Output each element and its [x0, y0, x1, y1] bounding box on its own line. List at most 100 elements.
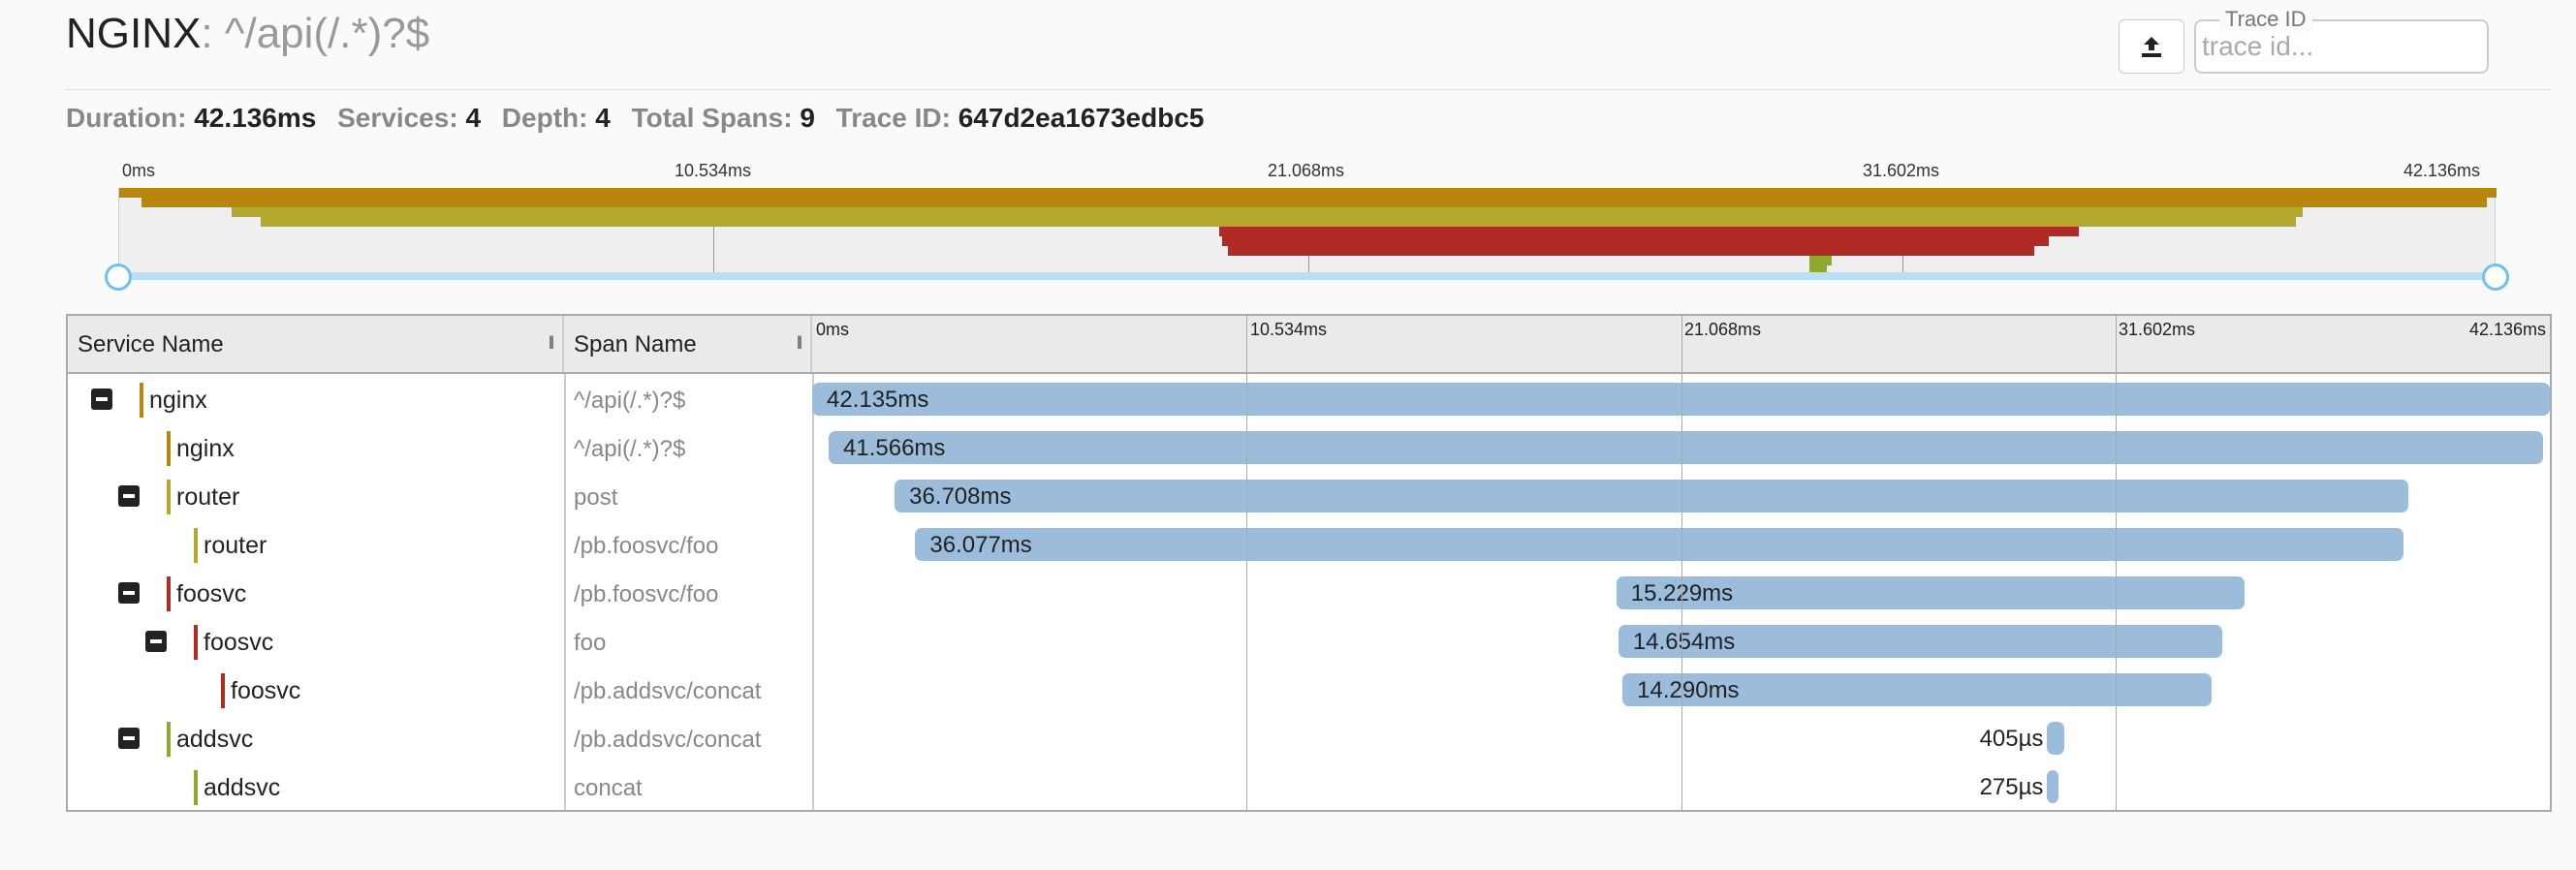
- span-name: post: [574, 484, 618, 511]
- minimap-tick: 0ms: [122, 161, 156, 180]
- upload-icon: [2142, 37, 2161, 57]
- minimap-span-bar: [260, 217, 2296, 227]
- span-name: ^/api(/.*)?$: [574, 436, 686, 462]
- span-duration-bar[interactable]: 36.077ms: [915, 528, 2403, 561]
- span-duration-bar[interactable]: 41.566ms: [829, 431, 2543, 464]
- span-row[interactable]: router/pb.foosvc/foo 36.077ms: [68, 521, 2550, 570]
- collapse-toggle-icon[interactable]: [118, 728, 140, 749]
- span-duration-bar[interactable]: 36.708ms: [895, 480, 2409, 513]
- timeline-gridline: [2115, 316, 2117, 810]
- minimap-tick: 42.136ms: [2403, 161, 2481, 180]
- minimap-ticks: 0ms 10.534ms 21.068ms 31.602ms 42.136ms: [0, 161, 2576, 184]
- minimap-span-bar: [119, 188, 2497, 198]
- service-color-marker: [167, 431, 171, 466]
- span-duration-bar[interactable]: 14.654ms: [1618, 625, 2223, 658]
- span-row[interactable]: foosvc foo 14.654ms: [68, 618, 2550, 667]
- table-header: Service Name ll Span Name ll 0ms 10.534m…: [68, 316, 2550, 374]
- services-label: Services:: [337, 103, 458, 133]
- timeline-gridline: [1246, 316, 1248, 810]
- span-row[interactable]: router post 36.708ms: [68, 473, 2550, 521]
- duration-label: Duration:: [66, 103, 187, 133]
- timeline-tick: 42.136ms: [2468, 320, 2546, 339]
- range-track[interactable]: [118, 272, 2496, 280]
- resize-handle-icon[interactable]: ll: [549, 333, 554, 353]
- timeline-tick: 21.068ms: [1684, 320, 1762, 339]
- depth-label: Depth:: [501, 103, 588, 133]
- span-duration-bar[interactable]: 275µs: [1980, 770, 2059, 803]
- title-separator: :: [201, 10, 213, 57]
- trace-id-value: 647d2ea1673edbc5: [958, 103, 1205, 133]
- service-name: router: [176, 483, 240, 511]
- column-service-name[interactable]: Service Name ll: [68, 316, 564, 372]
- service-name: addsvc: [204, 774, 281, 801]
- span-row[interactable]: addsvc concat 275µs: [68, 763, 2550, 812]
- span-table: Service Name ll Span Name ll 0ms 10.534m…: [66, 314, 2552, 812]
- service-color-marker: [167, 480, 171, 514]
- service-name: nginx: [149, 387, 207, 414]
- service-color-marker: [194, 625, 198, 660]
- minimap-gridline: [713, 188, 715, 275]
- total-spans-label: Total Spans:: [631, 103, 793, 133]
- column-span-name[interactable]: Span Name ll: [564, 316, 812, 372]
- span-duration-bar[interactable]: 14.290ms: [1622, 673, 2213, 706]
- resize-handle-icon[interactable]: ll: [797, 333, 802, 353]
- minimap-span-bar: [1808, 256, 1833, 265]
- span-duration-bar[interactable]: 405µs: [1980, 722, 2064, 755]
- service-name: router: [204, 532, 267, 559]
- range-handle-right[interactable]: [2482, 264, 2509, 291]
- trace-id-label: Trace ID: [2219, 7, 2312, 32]
- minimap[interactable]: [118, 188, 2497, 275]
- column-divider: [812, 374, 814, 810]
- service-color-marker: [140, 383, 143, 418]
- collapse-toggle-icon[interactable]: [118, 485, 140, 507]
- column-service-label: Service Name: [78, 331, 224, 357]
- span-row[interactable]: addsvc/pb.addsvc/concat 405µs: [68, 715, 2550, 763]
- timeline-tick: 31.602ms: [2119, 320, 2196, 339]
- service-color-marker: [194, 528, 198, 563]
- depth-value: 4: [595, 103, 611, 133]
- column-divider: [564, 374, 566, 810]
- minimap-span-bar: [232, 207, 2304, 217]
- span-row[interactable]: nginx ^/api(/.*)?$ 42.135ms: [68, 376, 2550, 424]
- span-duration-label: 36.077ms: [929, 532, 1032, 558]
- minimap-span-bar: [141, 198, 2488, 207]
- trace-summary: Duration: 42.136ms Services: 4 Depth: 4 …: [66, 103, 1217, 134]
- minimap-tick: 10.534ms: [675, 161, 752, 180]
- upload-button[interactable]: [2119, 19, 2184, 74]
- span-duration-label: 42.135ms: [827, 387, 929, 413]
- service-name: addsvc: [176, 726, 254, 753]
- trace-id-summary-label: Trace ID:: [835, 103, 951, 133]
- title-span: ^/api(/.*)?$: [224, 10, 430, 57]
- trace-id-input[interactable]: [2200, 29, 2481, 64]
- minimap-tick: 21.068ms: [1268, 161, 1345, 180]
- span-name: /pb.foosvc/foo: [574, 581, 719, 607]
- span-duration-label: 41.566ms: [843, 435, 946, 461]
- span-duration-label: 14.654ms: [1632, 629, 1736, 655]
- span-duration-bar[interactable]: 15.229ms: [1616, 576, 2245, 609]
- page-title: NGINX: ^/api(/.*)?$: [66, 10, 429, 58]
- services-value: 4: [465, 103, 482, 133]
- header-divider: [66, 89, 2552, 90]
- duration-value: 42.136ms: [194, 103, 317, 133]
- total-spans-value: 9: [800, 103, 815, 133]
- collapse-toggle-icon[interactable]: [118, 582, 140, 604]
- timeline-tick: 10.534ms: [1250, 320, 1328, 339]
- service-color-marker: [221, 673, 225, 708]
- minimap-span-bar: [1808, 265, 1827, 275]
- span-duration-bar[interactable]: 42.135ms: [812, 383, 2550, 416]
- collapse-toggle-icon[interactable]: [91, 388, 112, 410]
- column-span-label: Span Name: [574, 331, 697, 357]
- service-name: nginx: [176, 435, 235, 462]
- service-color-marker: [167, 576, 171, 611]
- span-row[interactable]: nginx ^/api(/.*)?$ 41.566ms: [68, 424, 2550, 473]
- span-row[interactable]: foosvc/pb.foosvc/foo 15.229ms: [68, 570, 2550, 618]
- collapse-toggle-icon[interactable]: [145, 631, 167, 652]
- range-handle-left[interactable]: [105, 264, 132, 291]
- minimap-tick: 31.602ms: [1863, 161, 1940, 180]
- service-name: foosvc: [231, 677, 301, 704]
- span-row[interactable]: foosvc/pb.addsvc/concat 14.290ms: [68, 667, 2550, 715]
- span-duration-label: 14.290ms: [1637, 677, 1740, 703]
- span-name: foo: [574, 630, 607, 656]
- span-duration-label: 275µs: [1979, 774, 2044, 800]
